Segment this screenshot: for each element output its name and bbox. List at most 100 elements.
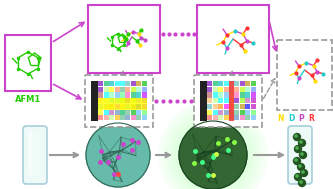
Bar [197, 5, 269, 73]
Circle shape [295, 159, 297, 161]
Bar [131, 115, 136, 121]
Bar [131, 92, 136, 98]
Bar [99, 98, 103, 103]
Bar [218, 87, 223, 92]
Circle shape [302, 171, 304, 173]
Bar [85, 75, 153, 127]
Bar [234, 110, 239, 115]
Bar [251, 87, 255, 92]
Bar [115, 87, 120, 92]
Circle shape [294, 174, 301, 180]
Bar [218, 92, 223, 98]
Text: N: N [278, 114, 284, 123]
Bar [224, 98, 228, 103]
Bar [142, 87, 147, 92]
Circle shape [297, 163, 304, 170]
Bar [109, 115, 114, 121]
Bar [194, 75, 262, 127]
Bar [136, 104, 141, 109]
Bar [229, 98, 234, 103]
Bar [99, 104, 103, 109]
Bar [240, 98, 245, 103]
Bar [218, 81, 223, 86]
Bar [109, 110, 114, 115]
Bar [234, 87, 239, 92]
Bar [207, 81, 212, 86]
Bar [99, 87, 103, 92]
Circle shape [299, 152, 306, 159]
Bar [213, 92, 218, 98]
Circle shape [299, 165, 301, 167]
Bar [142, 110, 147, 115]
Bar [251, 115, 255, 121]
Circle shape [296, 175, 298, 177]
Bar [245, 115, 250, 121]
Bar [229, 87, 234, 92]
Bar [240, 115, 245, 121]
Bar [251, 98, 255, 103]
Bar [136, 110, 141, 115]
Bar [131, 104, 136, 109]
Text: D: D [288, 114, 294, 123]
Bar [142, 104, 147, 109]
Bar [104, 104, 109, 109]
Bar [109, 87, 114, 92]
Circle shape [171, 113, 255, 189]
Bar [136, 98, 141, 103]
Bar [213, 115, 218, 121]
Bar [245, 110, 250, 115]
Bar [245, 81, 250, 86]
Bar [245, 92, 250, 98]
Bar [240, 92, 245, 98]
Circle shape [295, 135, 297, 137]
Circle shape [294, 146, 301, 153]
Bar [120, 87, 125, 92]
Bar [99, 92, 103, 98]
Bar [245, 87, 250, 92]
Bar [229, 81, 234, 86]
Bar [115, 92, 120, 98]
Bar [104, 115, 109, 121]
Bar [120, 92, 125, 98]
Bar [104, 110, 109, 115]
Bar [131, 98, 136, 103]
Bar [126, 87, 130, 92]
Bar [229, 115, 234, 121]
Bar [213, 110, 218, 115]
Bar [120, 110, 125, 115]
Text: R: R [308, 114, 314, 123]
Bar [229, 92, 234, 98]
Bar [136, 115, 141, 121]
Bar [99, 98, 147, 104]
Bar [131, 87, 136, 92]
Bar [142, 81, 147, 86]
Bar [120, 104, 125, 109]
Bar [142, 98, 147, 103]
Bar [88, 5, 160, 73]
Bar [213, 104, 218, 109]
Bar [115, 104, 120, 109]
Bar [29, 133, 41, 175]
Bar [99, 115, 103, 121]
Bar [218, 110, 223, 115]
Circle shape [163, 105, 263, 189]
Bar [5, 35, 51, 91]
Bar [251, 81, 255, 86]
Bar [136, 81, 141, 86]
Bar [131, 110, 136, 115]
Bar [28, 131, 32, 175]
Circle shape [298, 180, 305, 187]
Bar [224, 115, 228, 121]
Bar [109, 104, 114, 109]
Bar [207, 104, 212, 109]
Bar [234, 115, 239, 121]
Bar [126, 92, 130, 98]
Bar [207, 92, 212, 98]
Bar [115, 110, 120, 115]
Circle shape [159, 101, 267, 189]
Bar [104, 87, 109, 92]
Bar [115, 81, 120, 86]
Bar [218, 98, 223, 103]
Bar [240, 81, 245, 86]
Bar [224, 87, 228, 92]
